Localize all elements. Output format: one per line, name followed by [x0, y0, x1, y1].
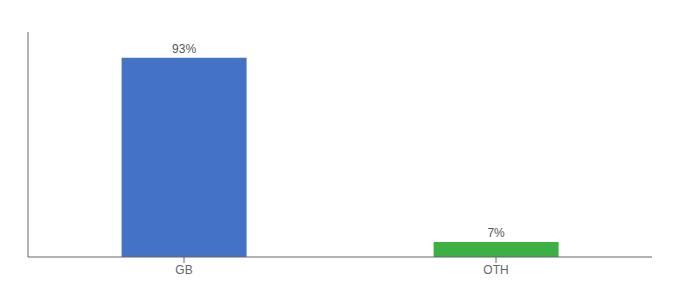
svg-text:93%: 93%: [172, 42, 196, 56]
svg-text:GB: GB: [175, 263, 192, 277]
svg-text:OTH: OTH: [483, 263, 508, 277]
svg-text:7%: 7%: [487, 226, 505, 240]
